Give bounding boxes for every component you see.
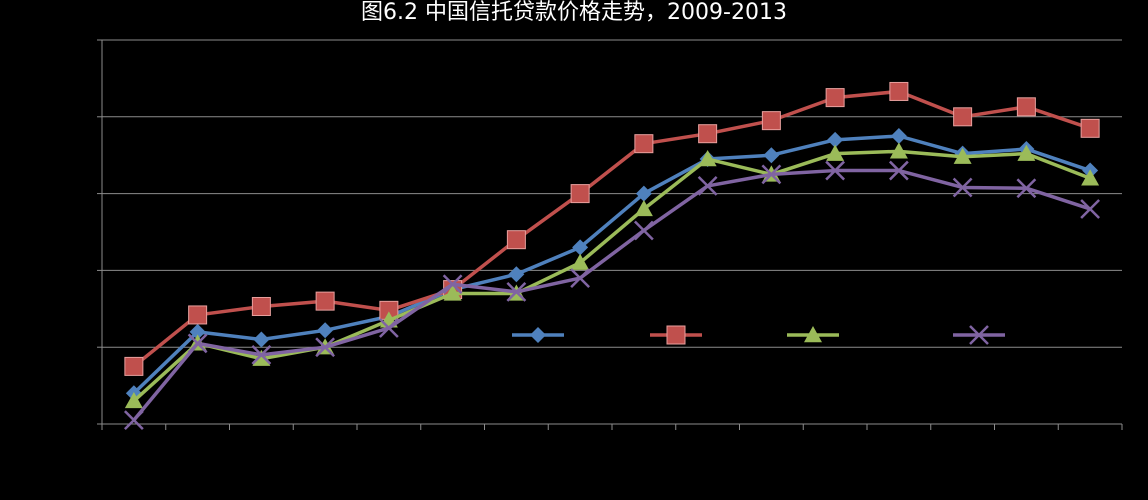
data-point: [570, 268, 591, 288]
data-point: [969, 325, 989, 345]
data-point: [443, 284, 462, 301]
data-point: [442, 274, 463, 295]
data-point: [634, 134, 654, 154]
data-point: [827, 131, 844, 148]
gridlines: [102, 39, 1122, 348]
series-line: [132, 168, 1091, 422]
data-point: [189, 323, 206, 340]
data-point: [378, 318, 399, 338]
data-point: [317, 322, 334, 339]
data-point: [888, 160, 909, 181]
series-3: [124, 142, 1100, 409]
data-point: [187, 333, 208, 354]
data-point: [251, 344, 272, 365]
data-point: [633, 220, 654, 241]
series-4: [123, 160, 1101, 431]
series-group: [123, 81, 1101, 431]
data-point: [889, 81, 909, 101]
data-point: [1017, 144, 1036, 161]
series-line: [132, 149, 1091, 403]
data-point: [953, 147, 972, 164]
data-point: [890, 128, 907, 144]
legend-entry: [787, 326, 839, 343]
data-point: [804, 326, 822, 343]
data-point: [506, 282, 527, 302]
data-point: [530, 327, 546, 343]
data-point: [698, 150, 717, 167]
data-point: [953, 107, 973, 127]
data-point: [251, 296, 271, 316]
data-point: [635, 185, 652, 202]
legend-entry: [650, 325, 702, 345]
data-point: [698, 124, 718, 144]
legend-entry: [953, 325, 1005, 345]
data-point: [124, 356, 144, 376]
data-point: [1080, 118, 1100, 138]
series-line: [132, 89, 1091, 368]
data-point: [1016, 97, 1036, 117]
data-point: [889, 142, 908, 159]
data-point: [825, 88, 845, 108]
data-point: [826, 144, 845, 161]
data-point: [763, 147, 780, 164]
data-point: [252, 349, 271, 366]
legend: [512, 325, 1005, 345]
data-point: [570, 184, 590, 204]
data-point: [571, 253, 590, 270]
data-point: [761, 111, 781, 131]
data-point: [666, 325, 686, 345]
data-point: [506, 230, 526, 250]
data-point: [124, 391, 143, 409]
data-point: [1016, 178, 1037, 199]
data-point: [952, 177, 973, 198]
data-point: [825, 160, 846, 181]
data-point: [634, 199, 653, 217]
data-point: [761, 164, 782, 185]
data-point: [315, 337, 336, 358]
axes: [97, 39, 1123, 430]
data-point: [188, 305, 208, 325]
series-line: [132, 134, 1091, 395]
legend-entry: [512, 327, 564, 343]
data-point: [1081, 169, 1100, 186]
data-point: [123, 410, 144, 431]
data-point: [508, 266, 525, 283]
chart-title: 图6.2 中国信托贷款价格走势，2009-2013: [361, 0, 787, 25]
data-point: [315, 291, 335, 311]
series-2: [124, 81, 1100, 376]
data-point: [572, 239, 589, 256]
data-point: [1080, 199, 1101, 219]
data-point: [697, 176, 718, 196]
data-point: [253, 331, 270, 348]
